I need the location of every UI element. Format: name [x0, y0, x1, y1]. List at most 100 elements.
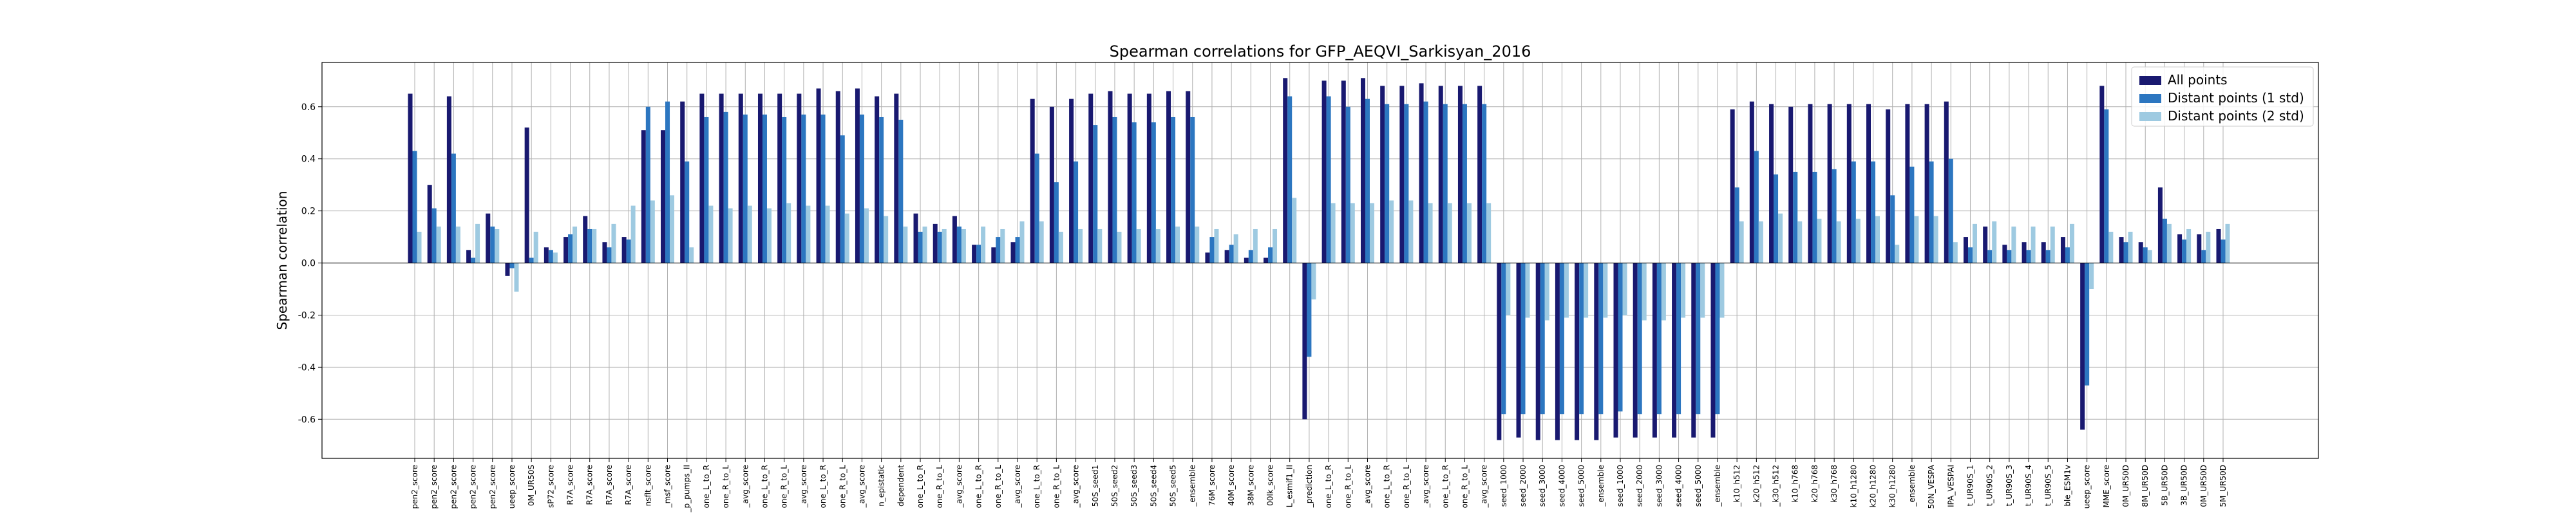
bar-all-points: [680, 101, 685, 263]
bar-all-points: [1924, 104, 1929, 263]
bar-all-points: [1380, 86, 1385, 263]
x-tick-label: one_L_to_R: [702, 465, 711, 508]
x-tick-label: seed_5000: [1694, 465, 1703, 507]
bar-distant-1std: [2085, 263, 2090, 386]
bar-all-points: [2157, 187, 2163, 263]
bar-distant-1std: [1404, 104, 1409, 263]
bar-distant-1std: [1307, 263, 1312, 357]
bar-all-points: [1497, 263, 1502, 440]
bar-distant-2std: [844, 213, 849, 263]
bar-all-points: [1866, 104, 1871, 263]
bar-all-points: [991, 247, 996, 263]
bar-distant-2std: [1855, 218, 1861, 263]
x-tick-label: t_UR90S_5: [2043, 465, 2052, 506]
bar-all-points: [583, 216, 588, 263]
bar-all-points: [1827, 104, 1832, 263]
x-tick-label: 8M_UR50D: [2141, 465, 2150, 507]
bar-distant-2std: [942, 229, 947, 263]
bar-all-points: [1633, 263, 1638, 438]
x-tick-label: _avg_score: [741, 465, 750, 508]
bar-distant-1std: [1345, 106, 1350, 263]
bar-distant-2std: [1369, 203, 1374, 263]
bar-all-points: [1983, 226, 1988, 263]
bar-all-points: [1069, 98, 1074, 263]
bar-distant-2std: [708, 205, 714, 263]
bar-all-points: [1477, 86, 1482, 263]
bar-distant-1std: [898, 120, 904, 263]
bar-distant-1std: [2201, 250, 2206, 263]
bar-distant-2std: [2128, 231, 2133, 263]
bar-distant-1std: [626, 239, 631, 263]
bar-distant-1std: [587, 229, 592, 263]
bar-distant-2std: [650, 200, 655, 263]
bar-distant-1std: [1754, 151, 1759, 263]
x-tick-label: one_R_to_L: [1402, 465, 1411, 509]
bar-all-points: [1283, 78, 1288, 263]
bar-all-points: [1244, 258, 1249, 263]
bar-all-points: [466, 250, 471, 263]
x-tick-label: _ensemble: [1713, 465, 1722, 507]
bar-all-points: [1749, 101, 1754, 263]
x-tick-label: 00lk_score: [1266, 465, 1275, 506]
x-tick-label: seed_1000: [1499, 465, 1508, 507]
bar-all-points: [544, 247, 549, 263]
bar-distant-2std: [1661, 263, 1666, 321]
y-axis-ticks: -0.6 -0.4 -0.2 0.0 0.2 0.4 0.6: [298, 102, 322, 425]
x-tick-label: _p_pumps_II: [683, 465, 692, 512]
bar-distant-1std: [1656, 263, 1662, 415]
bar-distant-2std: [1408, 200, 1414, 263]
bar-distant-2std: [1039, 221, 1044, 263]
bar-distant-1std: [2045, 250, 2050, 263]
bar-distant-1std: [1832, 169, 1837, 263]
bar-distant-1std: [1793, 171, 1798, 263]
bar-distant-2std: [1428, 203, 1433, 263]
bar-distant-2std: [1797, 221, 1803, 263]
bar-distant-1std: [1696, 263, 1701, 415]
x-tick-label: _k20_h512: [1752, 465, 1761, 507]
bar-all-points: [1769, 104, 1774, 263]
bar-distant-1std: [1093, 125, 1098, 263]
bar-distant-2std: [1817, 218, 1822, 263]
bar-all-points: [1049, 106, 1054, 263]
bar-distant-1std: [1112, 117, 1117, 263]
bar-distant-1std: [1054, 182, 1059, 263]
bar-distant-2std: [786, 203, 791, 263]
bar-distant-1std: [1501, 263, 1506, 415]
bar-distant-1std: [548, 250, 553, 263]
bar-distant-2std: [1544, 263, 1549, 321]
bar-distant-1std: [1812, 171, 1817, 263]
x-tick-label: 0M_UR50D: [2199, 465, 2208, 507]
y-tick-label: -0.2: [298, 310, 316, 321]
x-tick-label: k10_h768: [1791, 465, 1800, 503]
bar-distant-2std: [2069, 223, 2074, 263]
bar-distant-2std: [1681, 263, 1686, 318]
bar-all-points: [2080, 263, 2085, 430]
bar-distant-2std: [864, 208, 869, 263]
bar-distant-1std: [645, 106, 650, 263]
x-tick-label: t_UR90S_4: [2024, 465, 2033, 506]
bar-distant-2std: [592, 229, 597, 263]
bar-distant-2std: [455, 226, 460, 263]
bar-distant-1std: [509, 263, 515, 268]
bar-all-points: [1186, 91, 1191, 263]
x-tick-label: pen2_score: [488, 465, 497, 509]
bar-all-points: [1360, 78, 1365, 263]
bar-distant-1std: [2143, 247, 2148, 263]
legend-box: [2131, 66, 2314, 127]
bar-distant-1std: [1443, 104, 1448, 263]
bar-distant-1std: [1034, 153, 1039, 263]
x-tick-label: _avg_score: [1013, 465, 1022, 508]
x-tick-label: seed_4000: [1674, 465, 1683, 507]
bar-distant-2std: [1953, 242, 1958, 263]
bar-distant-1std: [956, 226, 961, 263]
x-tick-label: nsflt_score: [643, 465, 652, 506]
bar-all-points: [913, 213, 918, 263]
x-tick-label: _k10_h512: [1732, 465, 1741, 507]
bar-all-points: [1264, 258, 1269, 263]
x-tick-label: k30_h1280: [1888, 465, 1897, 507]
bar-all-points: [816, 88, 821, 263]
x-tick-label: one_R_to_L: [1460, 465, 1469, 509]
x-tick-label: one_L_to_R: [1032, 465, 1041, 508]
bar-distant-2std: [1914, 216, 1919, 263]
